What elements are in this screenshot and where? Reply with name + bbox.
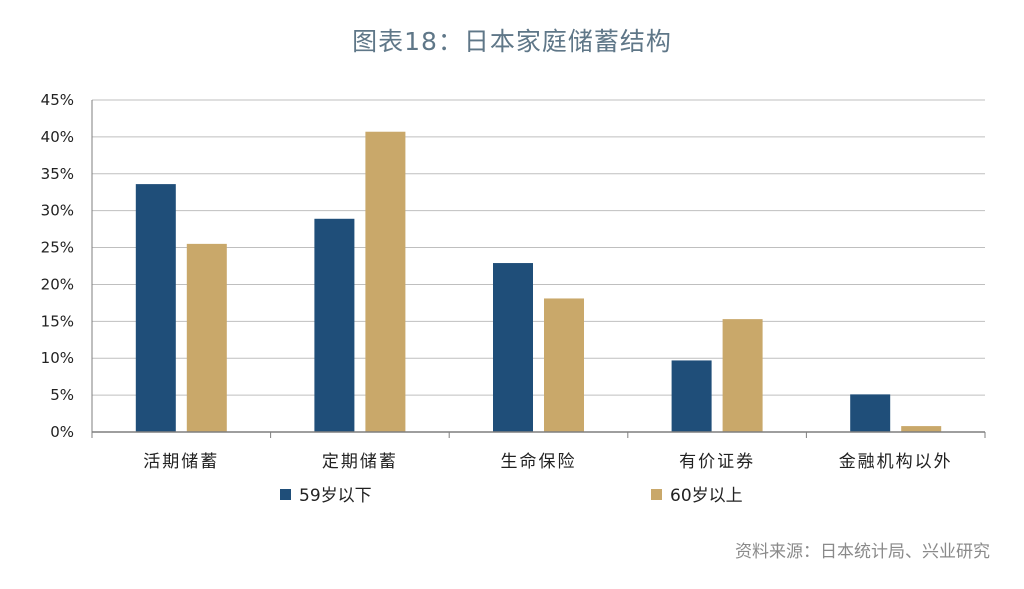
y-tick-label: 15% — [41, 312, 74, 330]
x-tick-label: 有价证券 — [679, 452, 755, 472]
bars — [135, 131, 942, 433]
y-tick-label: 45% — [41, 91, 74, 109]
chart-title: 图表18：日本家庭储蓄结构 — [352, 27, 672, 56]
legend-swatch-2 — [651, 489, 662, 500]
bar-series-1-2 — [493, 263, 533, 432]
bar-series-2-4 — [901, 426, 942, 432]
y-tick-label: 40% — [41, 128, 74, 146]
x-tick-label: 金融机构以外 — [839, 452, 953, 472]
legend-swatch-1 — [280, 489, 291, 500]
x-axis-category-labels: 活期储蓄 定期储蓄 生命保险 有价证券 金融机构以外 — [143, 452, 953, 472]
bar-series-1-0 — [135, 184, 176, 432]
y-tick-label: 30% — [41, 202, 74, 220]
y-tick-label: 10% — [41, 349, 74, 367]
bar-series-2-2 — [544, 298, 584, 432]
legend-label-1: 59岁以下 — [299, 486, 372, 506]
x-tick-label: 生命保险 — [501, 452, 577, 472]
legend-label-2: 60岁以上 — [670, 486, 743, 506]
y-tick-label: 5% — [50, 386, 74, 404]
bar-series-2-0 — [186, 243, 227, 432]
source-note: 资料来源：日本统计局、兴业研究 — [735, 542, 990, 562]
bar-series-1-4 — [850, 394, 891, 432]
x-axis — [91, 100, 986, 438]
bar-series-2-3 — [722, 319, 763, 432]
y-tick-label: 0% — [50, 423, 74, 441]
y-tick-label: 25% — [41, 239, 74, 257]
grid-lines — [92, 99, 985, 396]
y-tick-label: 35% — [41, 165, 74, 183]
bar-series-1-3 — [671, 360, 712, 432]
legend: 59岁以下 60岁以上 — [280, 486, 743, 506]
x-tick-label: 活期储蓄 — [143, 452, 219, 472]
y-axis-tick-labels: 0% 5% 10% 15% 20% 25% 30% 35% 40% 45% — [41, 91, 74, 441]
bar-series-1-1 — [314, 218, 355, 432]
y-tick-label: 20% — [41, 275, 74, 293]
x-tick-label: 定期储蓄 — [322, 452, 398, 472]
bar-series-2-1 — [365, 131, 406, 433]
